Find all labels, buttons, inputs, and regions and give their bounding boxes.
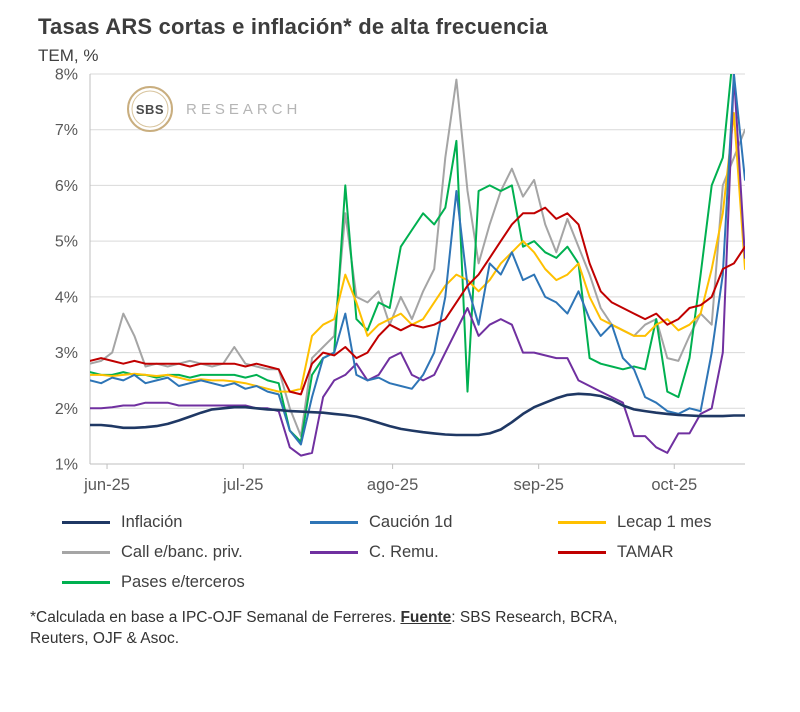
series-line-4 [90, 74, 745, 457]
legend-swatch-icon [310, 520, 358, 525]
footnote: *Calculada en base a IPC-OJF Semanal de … [30, 608, 630, 650]
legend-item: Call e/banc. priv. [62, 543, 310, 562]
legend-swatch-icon [310, 550, 358, 555]
y-tick-label: 7% [55, 122, 78, 139]
y-tick-label: 8% [55, 68, 78, 84]
legend-label: Pases e/terceros [121, 573, 245, 591]
footnote-sources: : SBS Research, BCRA, Reuters, OJF & Aso… [30, 609, 618, 647]
legend-label: Call e/banc. priv. [121, 543, 243, 561]
legend-swatch-icon [62, 520, 110, 525]
series-line-5 [90, 206, 745, 396]
series-line-1 [90, 74, 745, 446]
page-title: Tasas ARS cortas e inflación* de alta fr… [38, 14, 548, 39]
legend-swatch-icon [558, 550, 606, 555]
x-tick-label: oct-25 [651, 476, 697, 494]
footnote-source-label: Fuente [400, 609, 452, 626]
x-tick-label: sep-25 [513, 476, 563, 494]
y-tick-label: 3% [55, 345, 78, 362]
legend-item: Lecap 1 mes [558, 513, 788, 532]
y-tick-label: 1% [55, 457, 78, 474]
legend-item: TAMAR [558, 543, 788, 562]
series-line-0 [90, 392, 745, 437]
series-line-2 [90, 112, 745, 393]
chart-legend: Inflación Caución 1d Lecap 1 mes Call e/ban… [62, 513, 800, 592]
legend-label: Caución 1d [369, 513, 453, 531]
legend-label: Inflación [121, 513, 183, 531]
y-tick-label: 5% [55, 234, 78, 251]
y-tick-label: 2% [55, 401, 78, 418]
series-lines [90, 74, 745, 457]
chart-svg: 1% 2% 3% 4% 5% 6% 7% 8% jun-25 jul-25 ago-25 sep-25… [55, 67, 745, 494]
series-line-6 [90, 74, 733, 443]
legend-item: Pases e/terceros [62, 573, 310, 592]
legend-swatch-icon [62, 580, 110, 585]
x-tick-label: jul-25 [222, 476, 263, 494]
legend-item: C. Remu. [310, 543, 558, 562]
x-tick-label: ago-25 [367, 476, 418, 494]
legend-swatch-icon [62, 550, 110, 555]
x-tick-label: jun-25 [83, 476, 130, 494]
legend-label: TAMAR [617, 543, 674, 561]
y-tick-label: 6% [55, 178, 78, 195]
legend-item: Inflación [62, 513, 310, 532]
legend-item: Caución 1d [310, 513, 558, 532]
y-axis-unit-label: TEM, % [38, 46, 99, 65]
footnote-text: *Calculada en base a IPC-OJF Semanal de … [30, 609, 401, 626]
legend-label: Lecap 1 mes [617, 513, 712, 531]
legend-label: C. Remu. [369, 543, 439, 561]
y-tick-label: 4% [55, 289, 78, 306]
legend-swatch-icon [558, 520, 606, 525]
chart-area: 1% 2% 3% 4% 5% 6% 7% 8% jun-25 jul-25 ago-25 sep-25… [25, 67, 800, 505]
